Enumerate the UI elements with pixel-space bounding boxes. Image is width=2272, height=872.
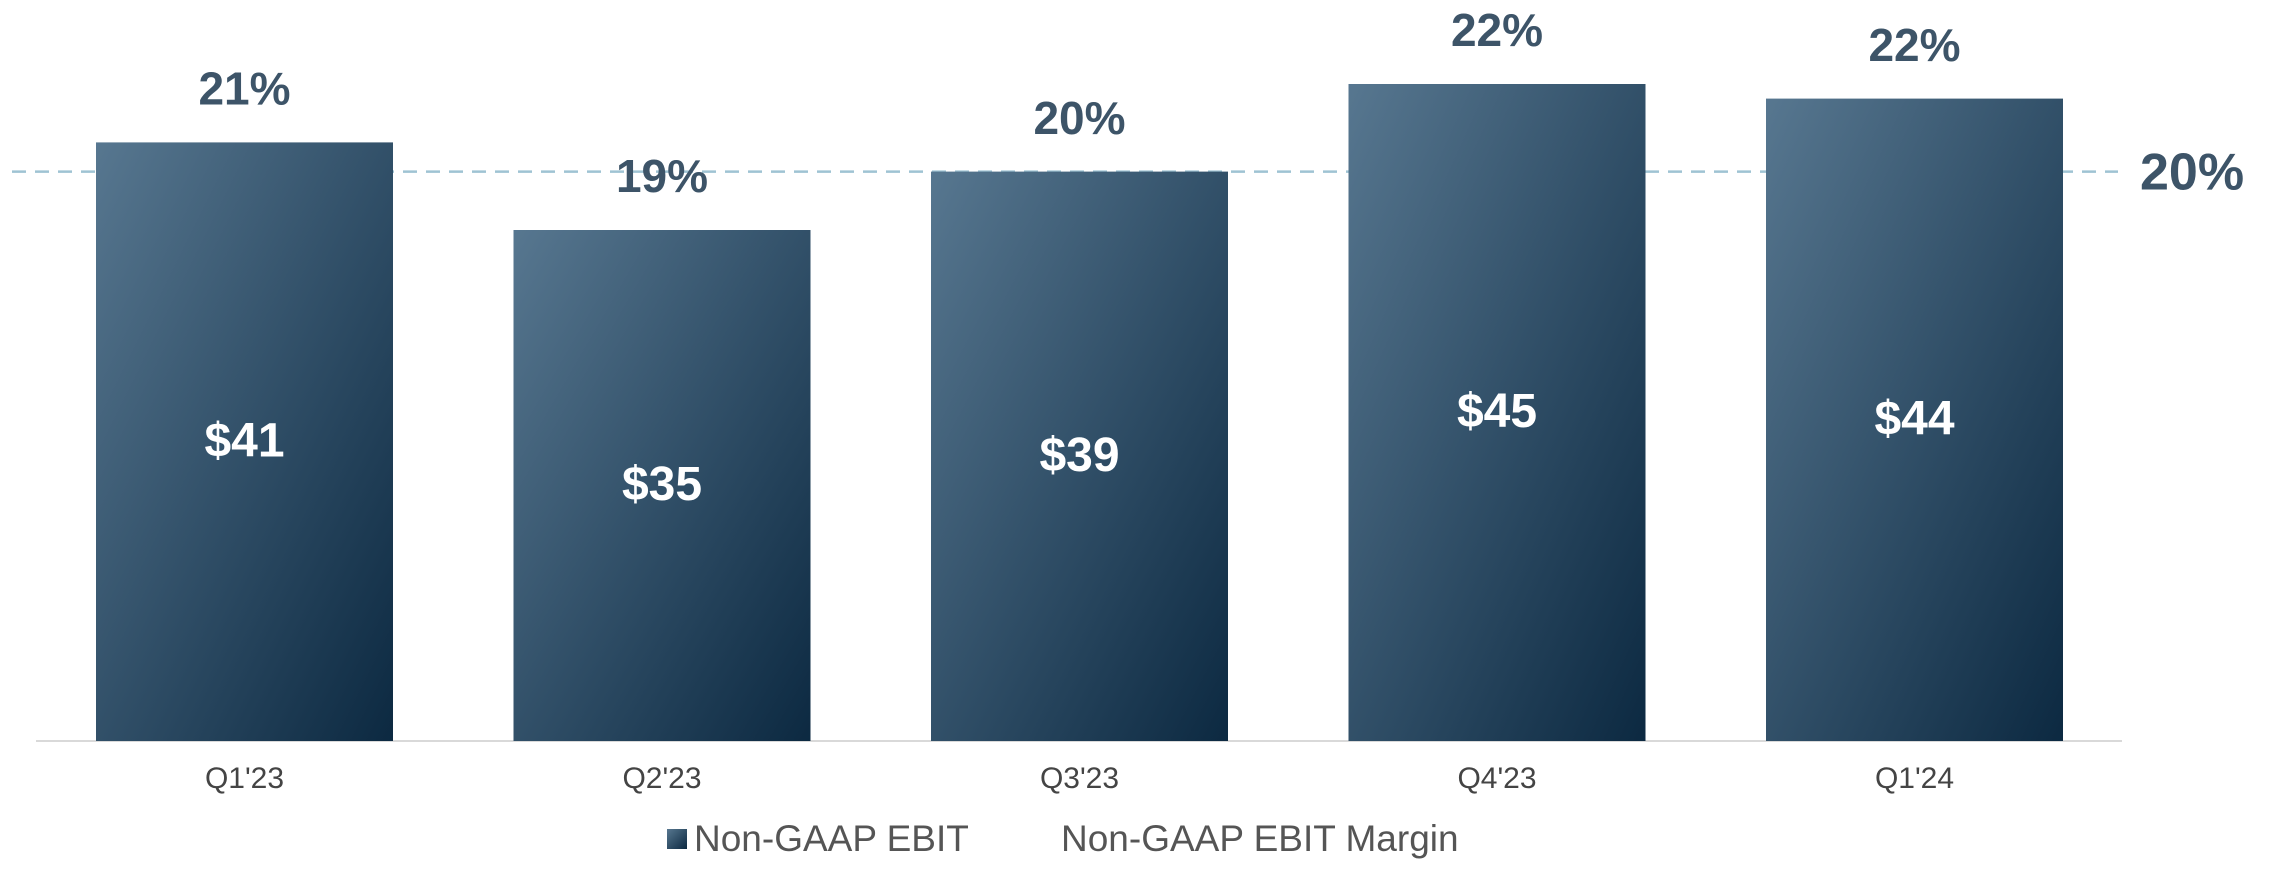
bar (513, 230, 811, 741)
x-tick-label: Q4'23 (1457, 762, 1536, 795)
x-tick-label: Q2'23 (622, 762, 701, 795)
legend-swatch (667, 829, 687, 849)
bar (931, 171, 1228, 742)
margin-label: 21% (198, 63, 290, 115)
bar (1766, 98, 2063, 742)
margin-label: 19% (616, 150, 708, 202)
x-tick-label: Q3'23 (1040, 762, 1119, 795)
reference-label: 20% (2140, 143, 2244, 201)
bar-value-label: $39 (1039, 429, 1119, 482)
legend-label: Non-GAAP EBIT (694, 818, 969, 859)
margin-label: 20% (1033, 92, 1125, 144)
margin-label: 22% (1451, 4, 1543, 56)
bar-value-label: $35 (622, 458, 702, 511)
margin-label: 22% (1868, 19, 1960, 71)
bar-value-label: $44 (1874, 392, 1954, 445)
bar (1348, 84, 1646, 741)
bar-value-label: $41 (204, 414, 284, 467)
legend-label: Non-GAAP EBIT Margin (1061, 818, 1459, 859)
x-tick-label: Q1'23 (205, 762, 284, 795)
bar-value-label: $45 (1457, 385, 1537, 438)
bar (96, 142, 393, 741)
x-tick-label: Q1'24 (1875, 762, 1954, 795)
